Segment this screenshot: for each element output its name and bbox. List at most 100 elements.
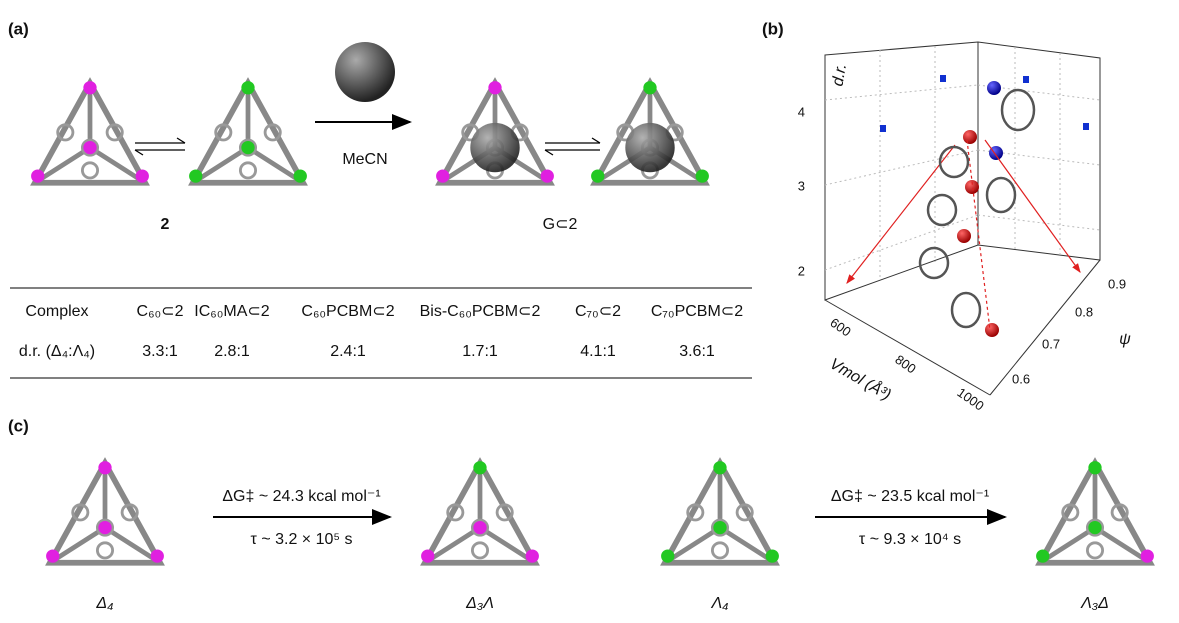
ring (710, 541, 730, 560)
isomer-label: Λ₃Δ (1080, 595, 1109, 612)
vertex-ball (135, 169, 149, 183)
cage (420, 457, 540, 566)
tick-label: 1000 (954, 385, 986, 414)
guest (625, 122, 675, 173)
panel-label: (a) (8, 19, 29, 38)
guest (470, 122, 520, 173)
ring (238, 138, 258, 157)
table-cell: d.r. (Δ₄:Λ₄) (19, 343, 95, 360)
axis-title: d.r. (829, 62, 850, 87)
data-points (880, 75, 1089, 337)
compound-label: G⊂2 (543, 216, 578, 233)
vertex-ball (765, 549, 779, 563)
panel-c: ΔG‡ ~ 24.3 kcal mol⁻¹ τ ~ 3.2 × 10⁵ s ΔG‡ … (95, 488, 1108, 612)
plot-frame (824, 41, 1101, 396)
vertex-ball (98, 520, 112, 535)
vertex-ball (540, 169, 554, 183)
cage (435, 77, 555, 186)
ring (1061, 503, 1080, 522)
cage-edge (435, 77, 555, 186)
tick-label: 0.9 (1108, 276, 1126, 291)
ring (735, 503, 754, 522)
panel-label: (b) (762, 19, 784, 38)
arrow-label: ΔG‡ ~ 23.5 kcal mol⁻¹ (831, 488, 989, 505)
isomer-label: Δ₃Λ (465, 595, 494, 612)
ring (71, 503, 90, 522)
tick-label: 800 (892, 352, 918, 377)
cage (188, 77, 308, 186)
vertex-ball (713, 461, 727, 475)
axis-title: Vmol (Å³) (827, 354, 895, 404)
table-header: C₇₀⊂2 (575, 303, 621, 320)
ring (238, 161, 258, 180)
vertex-ball (83, 81, 97, 95)
vertex-ball (713, 520, 727, 535)
trend-line (846, 139, 1081, 331)
ring (95, 541, 115, 560)
table-cell: 4.1:1 (580, 343, 616, 360)
cage (1035, 457, 1155, 566)
table-header: IC₆₀MA⊂2 (194, 303, 270, 320)
vertex-ball (436, 169, 450, 183)
vertex-ball (150, 549, 164, 563)
vertex-ball (488, 81, 502, 95)
molecules (30, 77, 1155, 566)
ring (95, 518, 115, 537)
vertex-ball (1088, 520, 1102, 535)
vertex-ball (421, 549, 435, 563)
grid-line (824, 46, 1101, 280)
vertex-ball (1088, 461, 1102, 475)
tick-label: 600 (827, 315, 853, 340)
cage (660, 457, 780, 566)
arrow-label: τ ~ 3.2 × 10⁵ s (251, 531, 353, 548)
ring (80, 138, 100, 157)
ring (1110, 503, 1129, 522)
tick-label: 2 (798, 263, 805, 278)
cage-edge (590, 77, 710, 186)
table-cell: 3.6:1 (679, 343, 715, 360)
ring (470, 541, 490, 560)
solvent: MeCN (342, 151, 387, 168)
table-header: C₆₀⊂2 (137, 303, 184, 320)
vertex-ball (293, 169, 307, 183)
axis-title: ψ (1119, 331, 1131, 348)
vertex-ball (643, 81, 657, 95)
ring (1085, 518, 1105, 537)
cage (30, 77, 150, 186)
table-cell: 2.4:1 (330, 343, 366, 360)
guest-sphere (335, 42, 395, 102)
cage-edge (30, 77, 150, 186)
vertex-ball (695, 169, 709, 183)
cage (590, 77, 710, 186)
isomer-label: Λ₄ (710, 595, 728, 612)
tick-label: 4 (798, 104, 805, 119)
ring (80, 161, 100, 180)
cage-edge (1035, 457, 1155, 566)
tick-label: 0.7 (1042, 336, 1060, 351)
arrow-label: τ ~ 9.3 × 10⁴ s (859, 531, 961, 548)
ring (214, 123, 233, 142)
table: Complex C₆₀⊂2 IC₆₀MA⊂2 C₆₀PCBM⊂2 Bis-C₆₀PCBM… (19, 303, 743, 360)
ring (263, 123, 282, 142)
vertex-ball (473, 520, 487, 535)
table-cell: 2.8:1 (214, 343, 250, 360)
table-cell: 1.7:1 (462, 343, 498, 360)
vertex-ball (46, 549, 60, 563)
fullerenes (918, 88, 1036, 329)
vertex-ball (1140, 549, 1154, 563)
cage-edge (45, 457, 165, 566)
tick-label: 0.6 (1012, 371, 1030, 386)
table-cell: 3.3:1 (142, 343, 178, 360)
vertex-ball (591, 169, 605, 183)
vertex-ball (189, 169, 203, 183)
vertex-ball (661, 549, 675, 563)
ring (56, 123, 75, 142)
table-header: Bis-C₆₀PCBM⊂2 (420, 303, 541, 320)
ring (446, 503, 465, 522)
equilibrium-arrow (134, 137, 601, 156)
cage-edge (660, 457, 780, 566)
vertex-ball (241, 81, 255, 95)
ring (686, 503, 705, 522)
arrow-label: ΔG‡ ~ 24.3 kcal mol⁻¹ (222, 488, 380, 505)
